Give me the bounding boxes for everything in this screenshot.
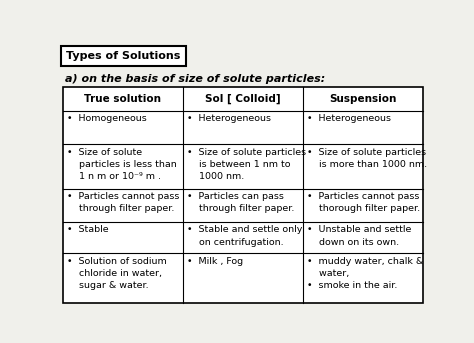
Text: •  Heterogeneous: • Heterogeneous <box>187 114 271 123</box>
Text: •  Size of solute particles
    is more than 1000 nm.: • Size of solute particles is more than … <box>307 147 428 169</box>
Text: •  Unstable and settle
    down on its own.: • Unstable and settle down on its own. <box>307 225 412 247</box>
Text: •  Homogeneous: • Homogeneous <box>67 114 147 123</box>
Text: •  muddy water, chalk &
    water,
•  smoke in the air.: • muddy water, chalk & water, • smoke in… <box>307 257 424 290</box>
Text: a) on the basis of size of solute particles:: a) on the basis of size of solute partic… <box>65 74 325 84</box>
Text: Types of Solutions: Types of Solutions <box>66 51 181 61</box>
Text: Suspension: Suspension <box>329 94 397 104</box>
Text: •  Stable: • Stable <box>67 225 109 234</box>
Text: •  Particles can pass
    through filter paper.: • Particles can pass through filter pape… <box>187 192 295 213</box>
Text: •  Stable and settle only
    on centrifugation.: • Stable and settle only on centrifugati… <box>187 225 303 247</box>
Text: •  Particles cannot pass
    through filter paper.: • Particles cannot pass through filter p… <box>67 192 180 213</box>
FancyBboxPatch shape <box>61 46 186 66</box>
Bar <box>63 87 423 303</box>
Text: •  Solution of sodium
    chloride in water,
    sugar & water.: • Solution of sodium chloride in water, … <box>67 257 167 290</box>
Text: •  Milk , Fog: • Milk , Fog <box>187 257 244 265</box>
Text: •  Size of solute particles
    is between 1 nm to
    1000 nm.: • Size of solute particles is between 1 … <box>187 147 307 181</box>
Text: •  Heterogeneous: • Heterogeneous <box>307 114 392 123</box>
Text: •  Size of solute
    particles is less than
    1 n m or 10⁻⁹ m .: • Size of solute particles is less than … <box>67 147 177 181</box>
Text: •  Particles cannot pass
    thorough filter paper.: • Particles cannot pass thorough filter … <box>307 192 420 213</box>
Text: Sol [ Colloid]: Sol [ Colloid] <box>205 94 281 104</box>
Text: True solution: True solution <box>84 94 162 104</box>
